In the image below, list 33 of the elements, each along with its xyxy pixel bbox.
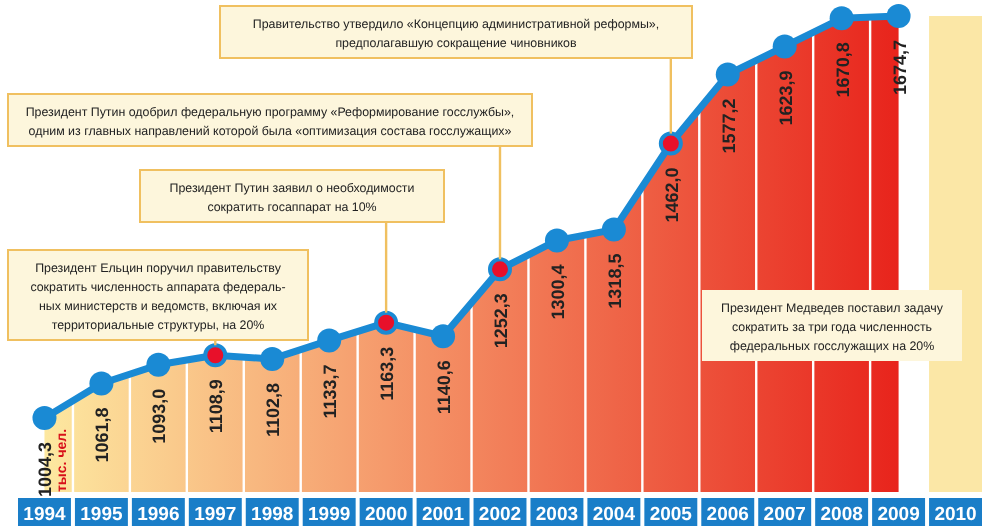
data-label: 1670,8 — [832, 42, 853, 98]
data-label: 1252,3 — [491, 293, 511, 349]
x-tick-label: 2002 — [478, 504, 522, 526]
data-label: 1300,4 — [547, 264, 568, 320]
x-tick-label: 2001 — [421, 504, 466, 526]
x-tick-label: 1997 — [194, 504, 237, 526]
x-tick-label: 2005 — [649, 504, 694, 526]
x-tick-label: 2003 — [535, 504, 579, 526]
x-tick-label: 2006 — [706, 504, 749, 526]
data-label: 1093,0 — [149, 388, 170, 444]
x-tick-label: 2008 — [820, 504, 863, 526]
x-tick-label: 1998 — [251, 504, 294, 526]
data-label: 1108,9 — [206, 379, 227, 434]
x-tick-label: 2010 — [934, 504, 977, 526]
data-label: 1163,3 — [377, 346, 398, 401]
x-tick-label: 1994 — [23, 504, 68, 526]
x-tick-label: 1996 — [137, 504, 180, 526]
x-tick-label: 2004 — [592, 504, 637, 526]
data-label: 1674,7 — [889, 40, 910, 96]
data-label: 1577,2 — [718, 98, 739, 154]
x-tick-label: 1995 — [80, 504, 124, 526]
data-label: 1623,9 — [775, 70, 796, 126]
x-tick-label: 2000 — [364, 504, 408, 526]
data-label: 1102,8 — [263, 382, 284, 437]
data-label: 1133,7 — [320, 364, 341, 419]
data-label: 1061,8 — [92, 407, 113, 463]
data-label: 1462,0 — [661, 167, 682, 223]
x-tick-label: 2007 — [763, 504, 806, 526]
data-label: 1004,3 — [35, 442, 56, 498]
x-tick-label: 2009 — [877, 504, 920, 526]
data-label: 1140,6 — [434, 360, 455, 415]
data-label: 1318,5 — [604, 253, 625, 309]
x-tick-label: 1999 — [308, 504, 351, 526]
